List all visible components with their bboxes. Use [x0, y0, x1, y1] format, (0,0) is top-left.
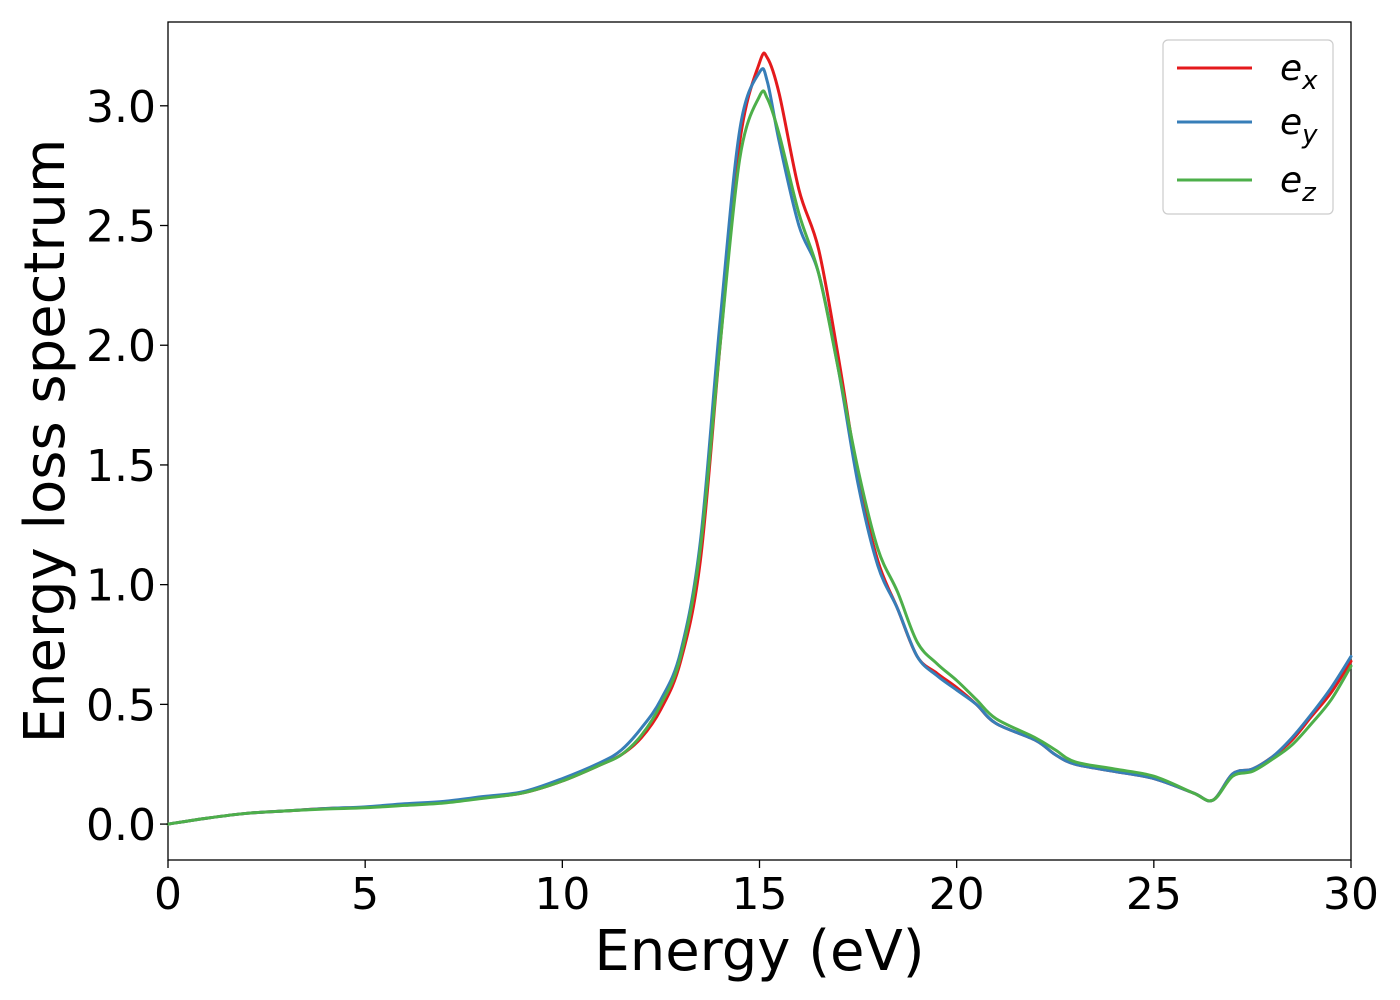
y-axis-ticks: 0.0 0.5 1.0 1.5 2.0 2.5 3.0 [86, 82, 168, 851]
x-axis-ticks: 0 5 10 15 20 25 30 [154, 860, 1379, 920]
y-tick-label: 2.5 [86, 202, 156, 253]
legend-box [1162, 39, 1334, 215]
y-tick-label: 1.5 [86, 441, 156, 492]
x-tick-label: 30 [1323, 869, 1379, 920]
x-tick-label: 25 [1126, 869, 1182, 920]
x-axis-label: Energy (eV) [594, 919, 924, 984]
x-tick-label: 10 [534, 869, 590, 920]
x-tick-label: 20 [929, 869, 985, 920]
series-layer [166, 51, 1353, 826]
y-tick-label: 0.0 [86, 800, 156, 851]
legend-label-z: ez [1280, 160, 1317, 208]
x-tick-label: 15 [732, 869, 788, 920]
y-tick-label: 1.0 [86, 561, 156, 612]
y-axis-label: Energy loss spectrum [13, 139, 78, 744]
y-tick-label: 3.0 [86, 82, 156, 133]
y-tick-label: 0.5 [86, 680, 156, 731]
x-tick-label: 5 [351, 869, 379, 920]
series-line-z [166, 89, 1353, 826]
x-tick-label: 0 [154, 869, 182, 920]
y-tick-label: 2.0 [86, 321, 156, 372]
